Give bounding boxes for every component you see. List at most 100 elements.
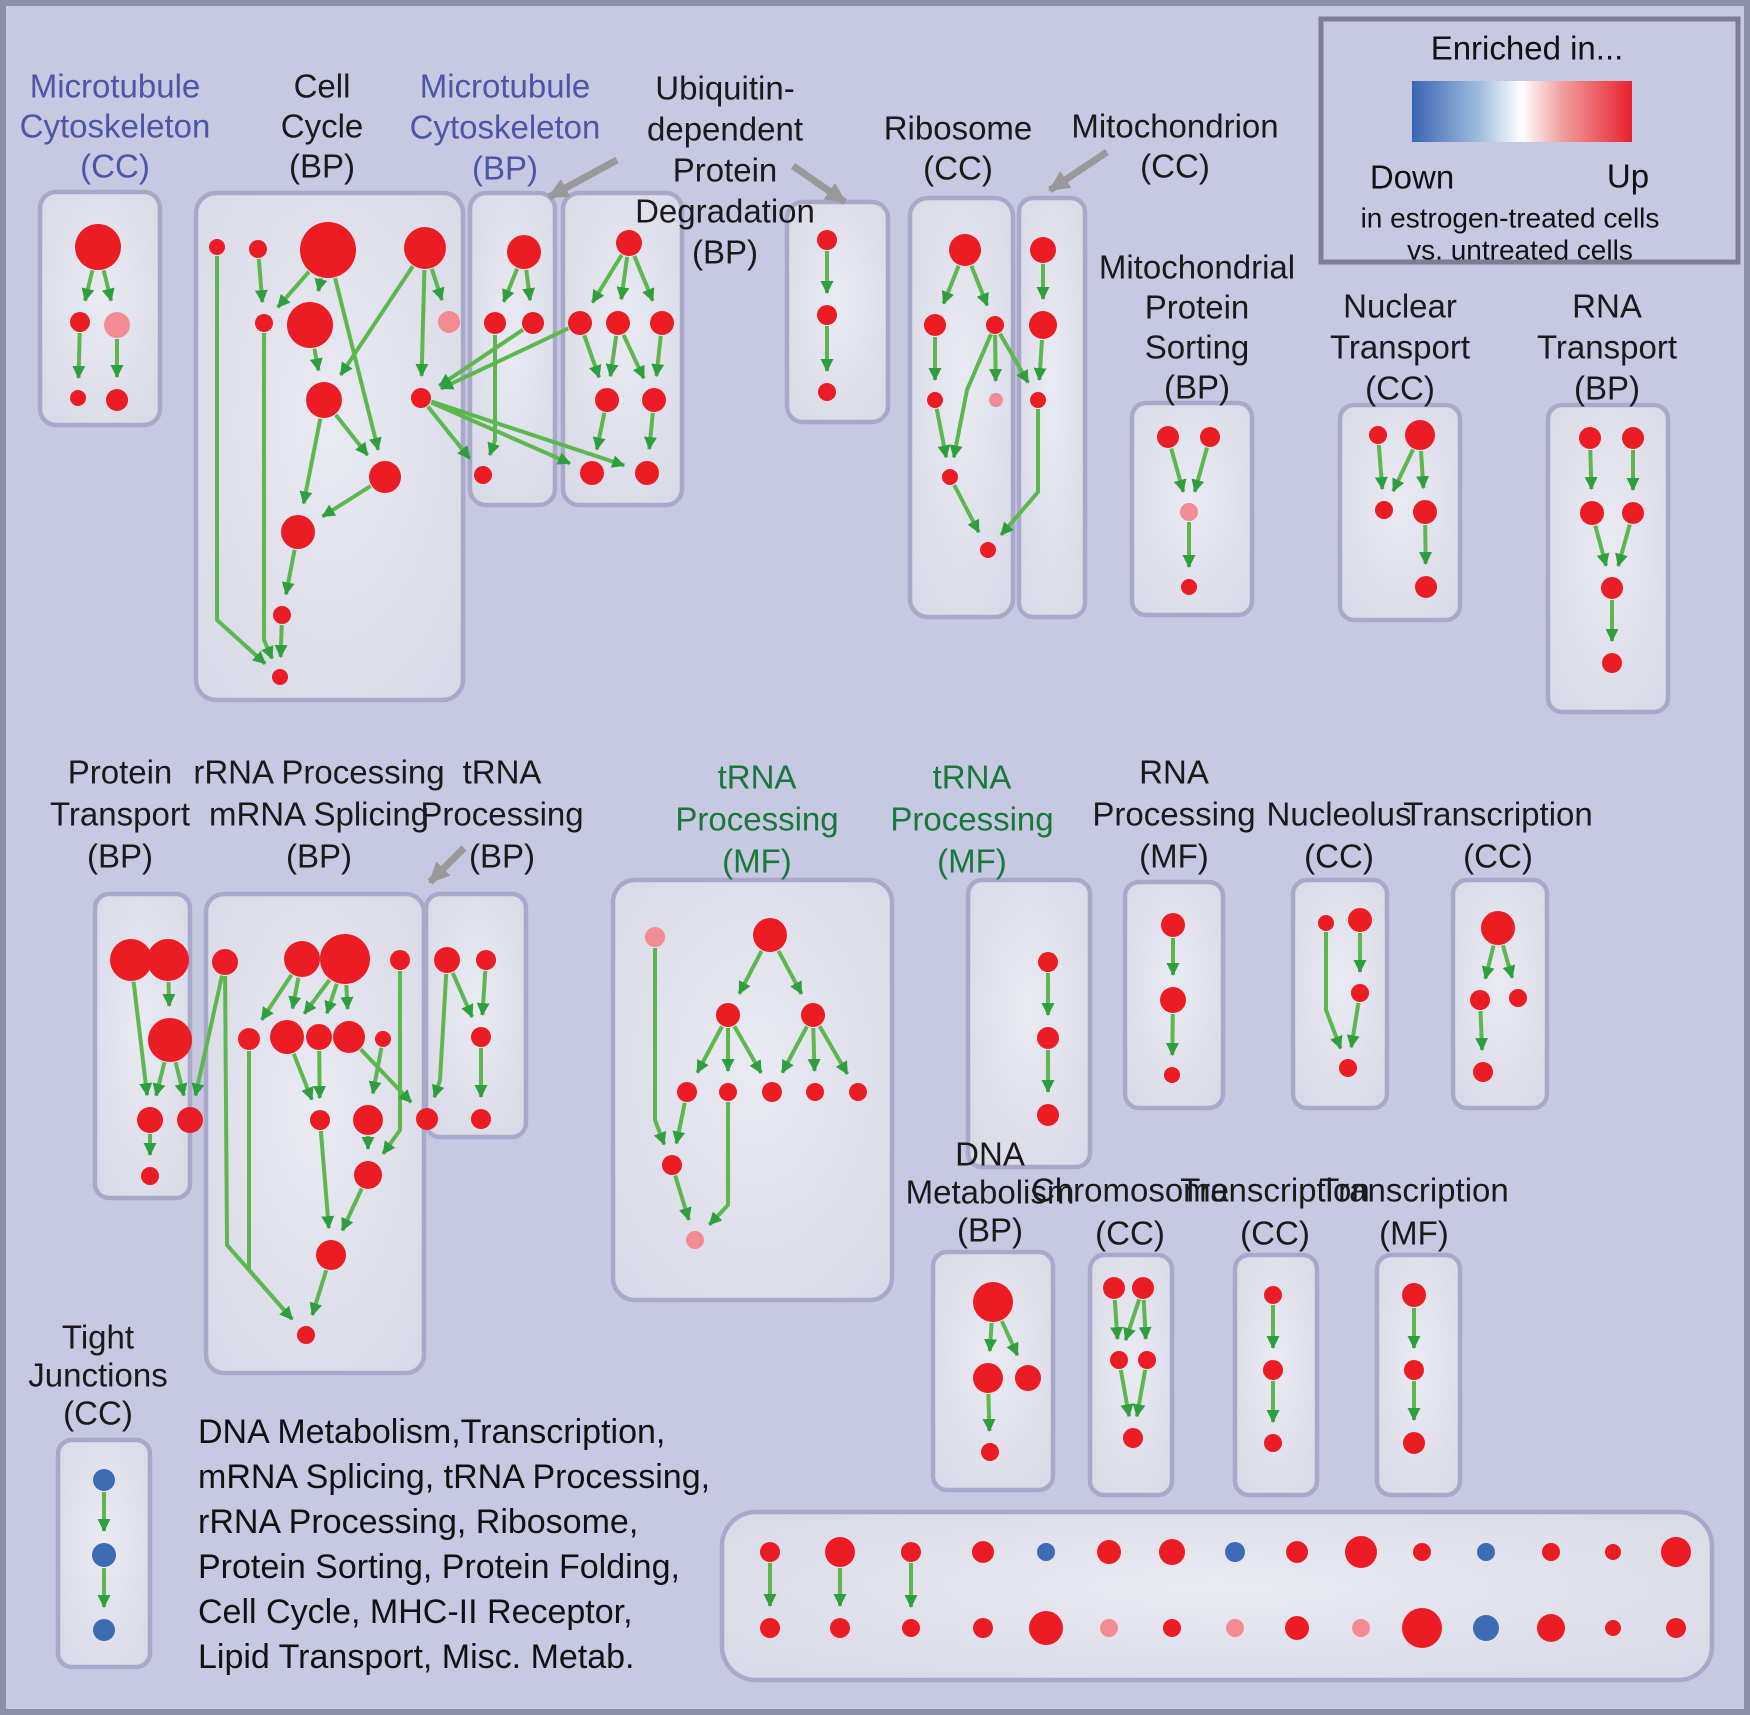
cluster-box-chromosome (1087, 1252, 1175, 1498)
go-term-node-mtbp4 (474, 466, 492, 484)
relation-arrow (1033, 339, 1047, 381)
relation-arrow (1416, 450, 1430, 490)
relation-arrow (999, 409, 1040, 537)
go-term-node-tj2 (92, 1543, 116, 1567)
go-term-node-ra (212, 949, 238, 975)
go-term-node-nu1 (1318, 915, 1334, 931)
go-term-node-tm1 (753, 918, 787, 952)
go-term-node-bs0b (760, 1618, 780, 1638)
cluster-label: (MF) (937, 843, 1007, 880)
go-term-node-nu3 (1351, 984, 1369, 1002)
relation-arrow (309, 1269, 329, 1316)
go-term-node-pt6 (141, 1167, 159, 1185)
go-term-node-rp2 (1160, 987, 1186, 1013)
relation-arrow (291, 1052, 314, 1101)
go-term-node-tm0 (645, 927, 665, 947)
relation-arrow (1475, 1010, 1489, 1051)
relation-arrow (299, 418, 323, 505)
relation-arrow (998, 332, 1030, 384)
relation-arrow (254, 258, 268, 304)
misc-clusters-note: DNA Metabolism,Transcription, mRNA Splici… (198, 1413, 710, 1676)
go-term-node-cc12 (272, 669, 288, 685)
relation-arrow (281, 549, 297, 596)
relation-arrow (261, 333, 274, 660)
relation-arrow (162, 981, 176, 1007)
go-term-node-tm4 (677, 1082, 697, 1102)
go-term-node-bs13t (1605, 1544, 1621, 1560)
go-term-node-bs1b (830, 1618, 850, 1638)
go-term-node-bs8t (1286, 1541, 1308, 1563)
relation-arrow (1324, 932, 1343, 1050)
cluster-label: Chromosome (1031, 1172, 1229, 1209)
relation-arrow (340, 1187, 364, 1232)
relation-arrow (653, 948, 667, 1146)
relation-arrow (1500, 944, 1516, 979)
go-term-node-t41 (1402, 1283, 1426, 1307)
color-legend: Enriched in... Down Up in estrogen-treat… (1318, 16, 1741, 266)
go-term-node-bs5b (1100, 1619, 1118, 1637)
go-term-node-t31 (1264, 1286, 1282, 1304)
go-term-node-ch2 (1132, 1277, 1154, 1299)
go-term-node-rt5 (1601, 577, 1623, 599)
relation-arrow (1169, 448, 1187, 493)
cluster-box-misc-strip (719, 1509, 1715, 1683)
go-term-node-tm8 (849, 1083, 867, 1101)
cluster-label: (BP) (289, 148, 355, 185)
label-pointer-arrow (547, 156, 619, 201)
cluster-label: RNA (1139, 754, 1209, 791)
label-pointer-arrow (791, 163, 847, 205)
cluster-box-rrna-mrna (203, 891, 427, 1376)
go-term-node-ch1 (1103, 1277, 1125, 1299)
cluster-label: Transport (1330, 329, 1470, 366)
cluster-label: (BP) (1164, 369, 1230, 406)
go-term-node-bs3t (972, 1541, 994, 1563)
relation-arrow (333, 277, 382, 451)
go-term-node-u2a (817, 230, 837, 250)
relation-arrow (817, 1025, 850, 1075)
go-term-node-mtbp2 (484, 312, 506, 334)
go-term-node-mtcc1 (75, 224, 121, 270)
go-term-node-nt5 (1415, 576, 1437, 598)
relation-arrow (949, 333, 993, 459)
go-term-node-rt3 (1580, 501, 1604, 525)
cluster-box-nuclear-transport (1337, 402, 1463, 623)
go-term-node-nu4 (1339, 1059, 1357, 1077)
go-term-node-ch5 (1123, 1428, 1143, 1448)
relation-arrow (590, 253, 624, 304)
relation-arrow (368, 1047, 384, 1095)
go-term-node-tb3 (471, 1027, 491, 1047)
go-term-node-dn1 (973, 1282, 1013, 1322)
go-term-node-bs14b (1666, 1618, 1686, 1638)
cluster-label: Nucleolus (1267, 796, 1412, 833)
relation-arrow (1593, 525, 1610, 567)
relation-arrow (1584, 449, 1598, 490)
relation-arrow (592, 412, 607, 451)
go-term-node-tm5 (719, 1083, 737, 1101)
relation-arrow (318, 1130, 335, 1230)
go-term-node-bs12t (1542, 1543, 1560, 1561)
cluster-box-transcription-cc-2 (1450, 877, 1550, 1111)
cluster-label: Transcription (1180, 1172, 1370, 1209)
go-term-node-pt3 (148, 1018, 192, 1062)
go-term-node-pt5 (177, 1107, 203, 1133)
go-term-node-bs8b (1285, 1616, 1309, 1640)
go-term-node-re (238, 1028, 260, 1050)
relation-arrow (173, 1061, 188, 1097)
go-term-node-rb3 (986, 316, 1004, 334)
relation-arrow (1615, 524, 1632, 567)
relation-arrow (707, 1102, 730, 1227)
go-term-node-cc8 (306, 382, 342, 418)
relation-arrow (695, 1025, 724, 1074)
relation-arrow (152, 1061, 167, 1097)
go-term-node-mt1 (1030, 237, 1056, 263)
relation-arrow (72, 332, 86, 379)
cluster-label: Metabolism (906, 1174, 1075, 1211)
cluster-label: (CC) (923, 150, 993, 187)
go-term-node-rp3 (1164, 1067, 1180, 1083)
legend-subtitle-2: vs. untreated cells (1407, 235, 1633, 266)
misc-clusters-note-line: Cell Cycle, MHC-II Receptor, (198, 1593, 633, 1631)
relation-arrow (302, 978, 332, 1015)
go-term-node-mtcc2 (70, 312, 90, 332)
cluster-label: (CC) (80, 148, 150, 185)
go-term-node-bs13b (1605, 1620, 1621, 1636)
